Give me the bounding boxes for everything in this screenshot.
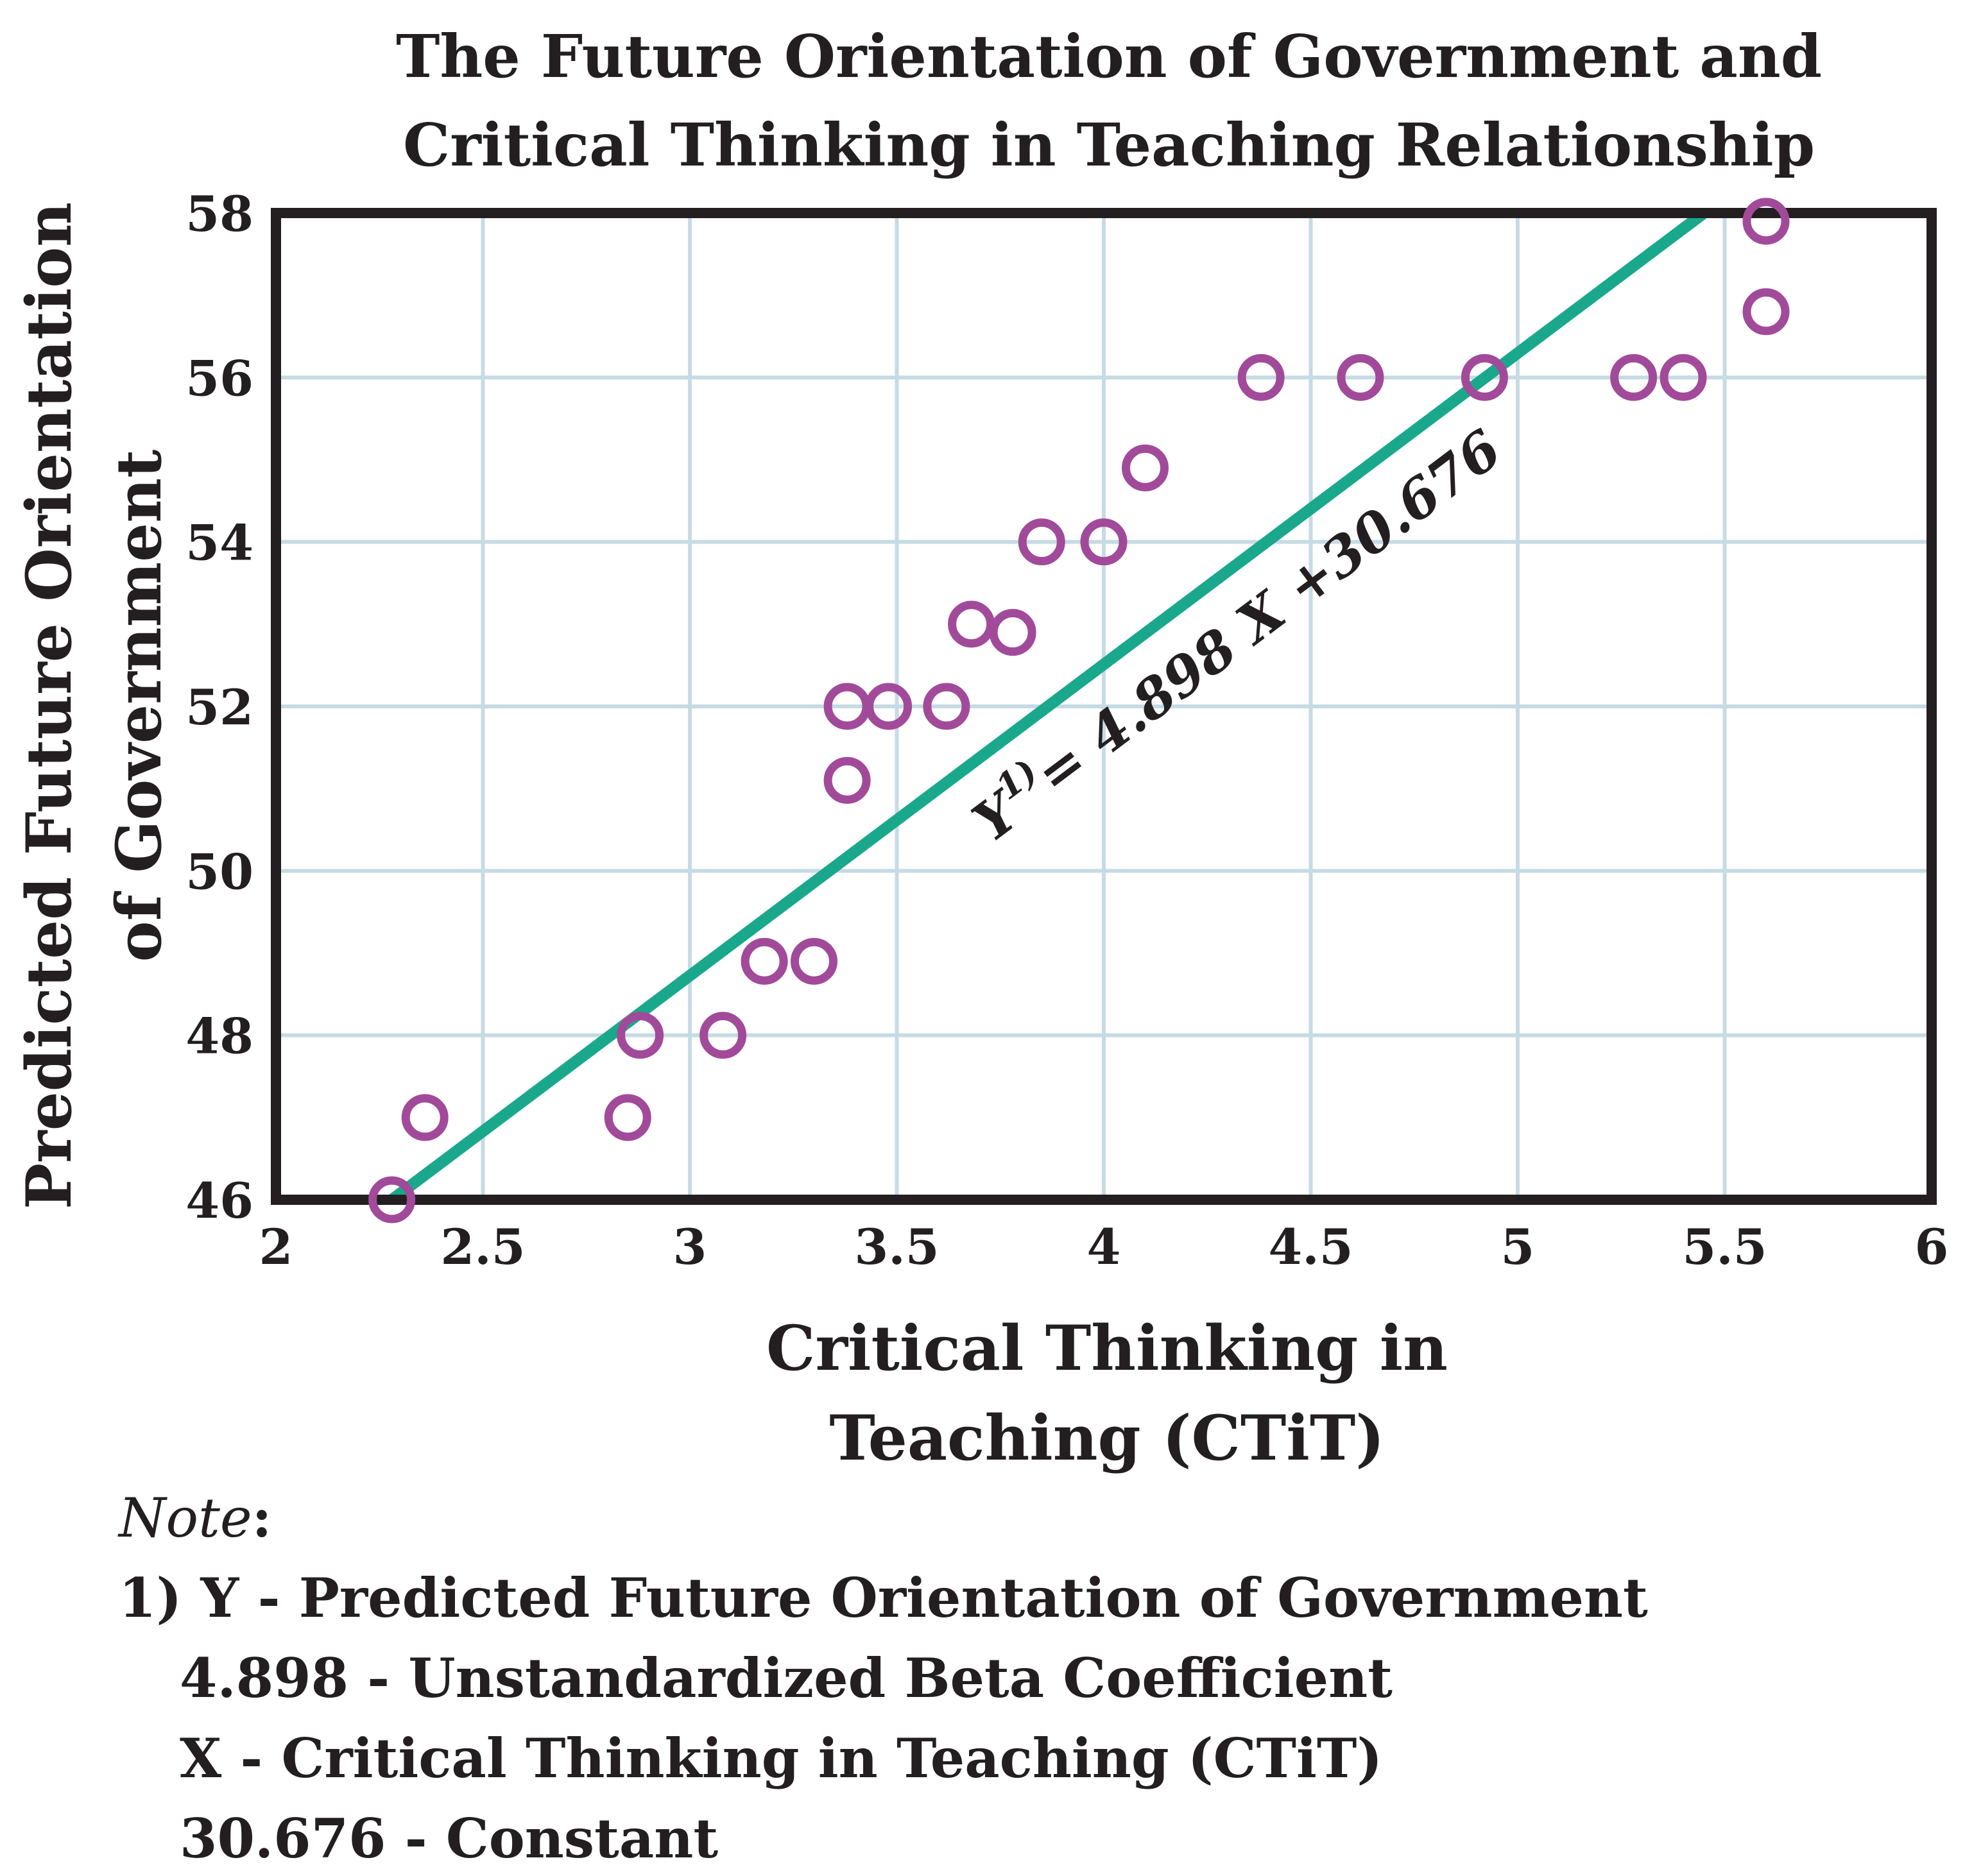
- note-line-1: 1) Y - Predicted Future Orientation of G…: [119, 1566, 1648, 1630]
- regression-layer: [388, 208, 1708, 1205]
- data-point: [1742, 198, 1790, 245]
- data-point: [1018, 518, 1065, 566]
- y-axis-label-line-2: of Government: [103, 450, 175, 962]
- data-point: [1610, 354, 1658, 401]
- chart-title-line-2: Critical Thinking in Teaching Relationsh…: [403, 110, 1815, 180]
- data-point: [823, 756, 871, 804]
- x-tick-label: 2.5: [440, 1218, 525, 1275]
- data-point: [741, 937, 788, 985]
- data-point: [699, 1012, 747, 1059]
- y-tick-label: 50: [185, 843, 253, 900]
- data-point: [948, 601, 995, 648]
- note-line-4: 30.676 - Constant: [180, 1807, 718, 1870]
- data-point: [368, 1176, 416, 1224]
- y-tick-label: 54: [185, 515, 253, 572]
- note-line-3: X - Critical Thinking in Teaching (CTiT): [180, 1727, 1382, 1790]
- points-layer: [368, 198, 1790, 1224]
- x-axis-label-line-2: Teaching (CTiT): [829, 1402, 1384, 1474]
- y-axis-label-line-1: Predicted Future Orientation: [13, 202, 85, 1209]
- x-tick-label: 4.5: [1268, 1218, 1353, 1275]
- chart-title-line-1: The Future Orientation of Government and: [396, 22, 1822, 91]
- x-tick-label: 3.5: [854, 1218, 939, 1275]
- regression-line: [388, 208, 1708, 1205]
- data-point: [1742, 288, 1790, 336]
- note-heading-colon: :: [252, 1486, 272, 1549]
- equation-rest: = 4.898 X +30.676: [1024, 417, 1513, 806]
- data-point: [401, 1094, 449, 1141]
- data-point: [1122, 444, 1169, 491]
- data-point: [865, 683, 913, 730]
- x-tick-labels: 2 2.5 3 3.5 4 4.5 5 5.5 6: [259, 1218, 1949, 1275]
- data-point: [1660, 354, 1707, 401]
- data-point: [989, 609, 1036, 656]
- x-tick-label: 2: [259, 1218, 293, 1275]
- data-point: [1080, 518, 1128, 566]
- x-axis-label-line-1: Critical Thinking in: [766, 1312, 1448, 1385]
- x-tick-label: 5: [1501, 1218, 1535, 1275]
- note-line-2: 4.898 - Unstandardized Beta Coefficient: [180, 1646, 1393, 1710]
- data-point: [1337, 354, 1384, 401]
- data-point: [1461, 354, 1508, 401]
- y-tick-label: 52: [185, 679, 253, 736]
- note-heading-word: Note: [117, 1487, 252, 1549]
- y-tick-label: 48: [185, 1008, 253, 1065]
- data-point: [1237, 354, 1285, 401]
- regression-equation: Y1)= 4.898 X +30.676: [957, 412, 1513, 854]
- x-tick-label: 3: [673, 1218, 707, 1275]
- x-tick-label: 5.5: [1682, 1218, 1767, 1275]
- data-point: [604, 1094, 651, 1141]
- y-tick-labels: 46 48 50 52 54 56 58: [185, 185, 253, 1229]
- grid-layer: [276, 213, 1932, 1200]
- data-point: [617, 1012, 664, 1059]
- plot-frame: [271, 208, 1937, 1205]
- x-tick-label: 4: [1087, 1218, 1121, 1275]
- data-point: [791, 937, 837, 985]
- y-tick-label: 58: [185, 185, 253, 243]
- y-tick-label: 56: [185, 350, 253, 407]
- note-heading: Note:: [117, 1486, 272, 1549]
- x-tick-label: 6: [1915, 1218, 1949, 1275]
- data-point: [923, 683, 970, 730]
- y-tick-label: 46: [185, 1172, 253, 1229]
